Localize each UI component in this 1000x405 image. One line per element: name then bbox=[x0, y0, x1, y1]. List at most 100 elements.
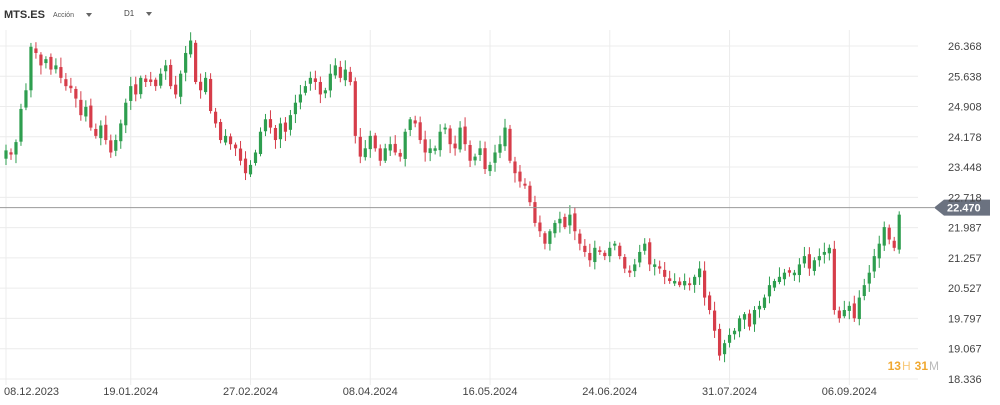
candle-173 bbox=[867, 265, 871, 292]
candle-body bbox=[44, 59, 48, 64]
candle-49 bbox=[248, 160, 253, 177]
candle-56 bbox=[283, 117, 288, 142]
candle-116 bbox=[583, 239, 587, 257]
candle-50 bbox=[253, 149, 258, 166]
candle-137 bbox=[688, 277, 692, 291]
candle-118 bbox=[593, 240, 597, 270]
candle-body bbox=[233, 144, 238, 149]
candle-body bbox=[29, 46, 33, 91]
candle-body bbox=[673, 280, 677, 284]
timeframe-selector[interactable]: D1 bbox=[124, 9, 153, 18]
candle-95 bbox=[478, 140, 482, 161]
candle-73 bbox=[368, 130, 372, 158]
y-tick-label: 21.257 bbox=[948, 253, 982, 265]
timeframe-dropdown-icon[interactable] bbox=[146, 11, 153, 16]
candle-33 bbox=[169, 59, 173, 90]
candle-106 bbox=[533, 195, 537, 227]
candle-104 bbox=[523, 178, 527, 189]
candle-176 bbox=[882, 221, 886, 251]
candle-82 bbox=[413, 115, 417, 128]
symbol-selector[interactable]: MTS.ES Acción bbox=[4, 9, 92, 21]
candle-body bbox=[638, 251, 642, 263]
candle-163 bbox=[817, 248, 821, 267]
candle-body bbox=[877, 243, 881, 259]
candle-151 bbox=[757, 300, 762, 318]
candle-46 bbox=[233, 142, 238, 157]
candle-body bbox=[189, 40, 193, 55]
symbol-dropdown-icon[interactable] bbox=[85, 13, 92, 17]
candle-22 bbox=[114, 134, 118, 157]
candle-54 bbox=[273, 125, 278, 149]
candle-body bbox=[433, 148, 437, 151]
candle-body bbox=[852, 303, 856, 319]
candle-88 bbox=[443, 123, 447, 135]
candle-3 bbox=[19, 103, 23, 146]
candle-11 bbox=[59, 57, 63, 84]
candle-103 bbox=[518, 164, 522, 188]
candle-body bbox=[94, 128, 98, 136]
candle-body bbox=[767, 285, 772, 297]
countdown-hours: 13 bbox=[887, 359, 901, 373]
candle-16 bbox=[84, 100, 88, 122]
candle-body bbox=[458, 127, 462, 150]
candle-body bbox=[717, 328, 722, 356]
y-axis: 26.368 25.638 24.908 24.178 23.448 22.718 21.9… bbox=[948, 41, 982, 386]
candle-60 bbox=[303, 80, 307, 96]
candle-100 bbox=[503, 118, 507, 151]
candle-123 bbox=[618, 242, 622, 260]
countdown-minutes-unit: M bbox=[929, 359, 939, 373]
candle-124 bbox=[623, 254, 627, 274]
candle-body bbox=[668, 278, 672, 281]
candle-96 bbox=[483, 141, 487, 174]
candle-120 bbox=[603, 250, 607, 261]
candle-body bbox=[802, 256, 806, 264]
x-tick-label: 06.09.2024 bbox=[822, 386, 877, 398]
candle-body bbox=[807, 254, 811, 269]
candle-body bbox=[208, 78, 213, 112]
candle-body bbox=[857, 297, 861, 320]
candle-66 bbox=[333, 58, 337, 79]
candle-12 bbox=[64, 73, 68, 91]
candle-8 bbox=[44, 56, 48, 69]
candle-63 bbox=[318, 76, 322, 104]
candle-body bbox=[787, 270, 792, 273]
instrument-type-label: Acción bbox=[52, 11, 74, 19]
candle-body bbox=[653, 264, 657, 267]
candle-body bbox=[363, 148, 367, 158]
candle-body bbox=[568, 214, 572, 226]
candle-25 bbox=[129, 76, 133, 110]
candle-body bbox=[293, 102, 298, 115]
candle-126 bbox=[633, 258, 637, 278]
candle-75 bbox=[378, 144, 382, 166]
candle-body bbox=[448, 128, 452, 145]
candle-body bbox=[478, 148, 482, 155]
candle-body bbox=[99, 125, 103, 139]
candle-body bbox=[149, 79, 153, 82]
candle-body bbox=[278, 123, 283, 140]
candle-148 bbox=[742, 312, 747, 329]
candle-body bbox=[797, 264, 802, 276]
candle-body bbox=[328, 73, 332, 91]
candle-74 bbox=[373, 132, 377, 152]
candle-32 bbox=[164, 59, 168, 80]
candle-body bbox=[658, 266, 662, 269]
candle-158 bbox=[792, 269, 797, 281]
candle-body bbox=[248, 164, 253, 175]
candle-111 bbox=[558, 211, 562, 233]
candle-102 bbox=[513, 156, 517, 183]
candle-body bbox=[518, 171, 522, 182]
candle-body bbox=[333, 65, 337, 76]
candle-172 bbox=[862, 278, 866, 301]
candle-body bbox=[608, 247, 612, 257]
candle-body bbox=[313, 78, 317, 82]
candle-body bbox=[213, 111, 218, 124]
candle-164 bbox=[822, 242, 826, 264]
candle-117 bbox=[588, 243, 592, 267]
candle-body bbox=[124, 102, 128, 126]
candle-27 bbox=[139, 75, 143, 99]
candle-97 bbox=[488, 161, 492, 176]
candle-body bbox=[523, 183, 527, 186]
candle-7 bbox=[39, 52, 43, 75]
candle-89 bbox=[448, 125, 452, 154]
